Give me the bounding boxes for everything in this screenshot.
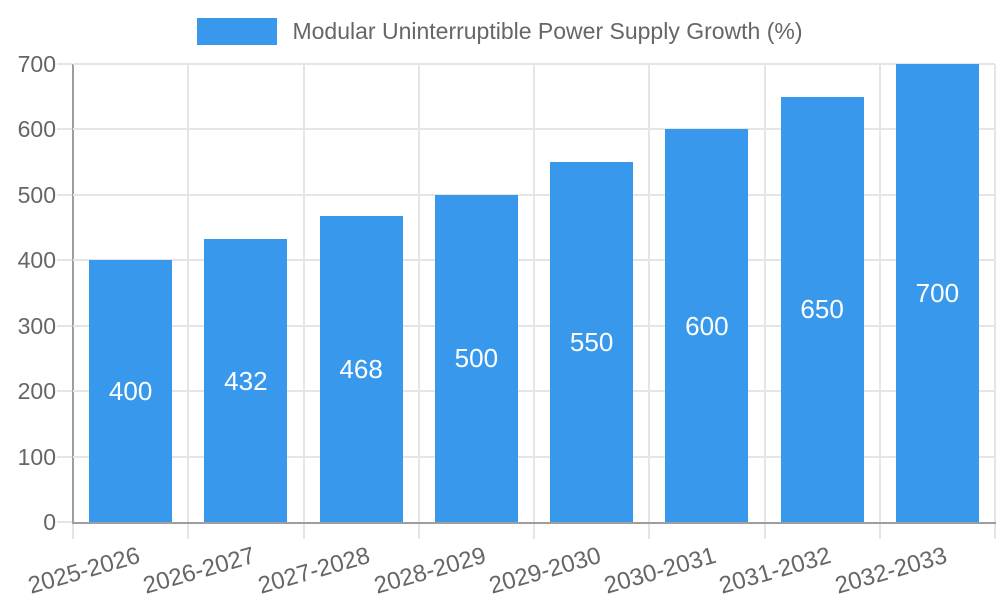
x-axis-tick (417, 524, 420, 539)
bar-value-label: 468 (339, 353, 383, 384)
y-axis-tick (57, 390, 72, 393)
x-axis-line (72, 522, 996, 524)
y-axis-tick-label: 0 (43, 509, 56, 535)
x-gridline (302, 64, 305, 522)
y-axis-tick-label: 200 (17, 378, 56, 405)
legend-item[interactable]: Modular Uninterruptible Power Supply Gro… (197, 17, 803, 45)
x-axis-tick (72, 524, 74, 539)
y-axis-tick-label: 400 (17, 247, 56, 274)
bar-value-label: 600 (685, 310, 729, 341)
x-axis-tick (187, 524, 190, 539)
x-axis-category-label: 2028-2029 (370, 542, 489, 600)
bar[interactable] (319, 215, 403, 522)
bar-value-label: 700 (915, 278, 960, 308)
y-axis-tick-label: 500 (17, 181, 56, 208)
x-axis-tick (533, 524, 535, 539)
x-axis-tick (878, 524, 881, 539)
x-axis-category-label: 2031-2032 (716, 542, 835, 600)
x-axis-category-label: 2026-2027 (140, 542, 259, 600)
bar[interactable] (550, 162, 634, 522)
bar-value-label: 650 (800, 294, 844, 325)
x-axis-category-label: 2032-2033 (831, 542, 950, 600)
x-axis-category-label: 2029-2030 (486, 542, 604, 600)
x-gridline (648, 64, 651, 522)
bar[interactable] (895, 64, 979, 522)
x-gridline (994, 64, 996, 522)
bar-value-label: 432 (224, 365, 268, 396)
bar[interactable] (89, 260, 173, 522)
legend-swatch-icon (197, 17, 278, 45)
bar-value-label: 500 (454, 343, 499, 374)
y-axis-tick (57, 521, 72, 523)
bar-value-label: 400 (108, 376, 153, 407)
bar[interactable] (204, 239, 288, 522)
x-axis-category-label: 2025-2026 (25, 542, 143, 600)
x-gridline (878, 64, 881, 522)
x-axis-tick (302, 524, 305, 539)
x-gridline (187, 64, 190, 522)
y-axis-tick (57, 128, 72, 131)
y-axis-tick (57, 259, 72, 262)
y-axis-tick-label: 700 (17, 51, 56, 77)
x-gridline (763, 64, 766, 522)
y-axis-tick (57, 193, 72, 196)
bar[interactable] (665, 129, 749, 522)
y-axis-tick-label: 300 (17, 312, 56, 339)
y-axis-tick (57, 455, 72, 458)
x-axis-tick (763, 524, 766, 539)
bar[interactable] (434, 194, 518, 522)
x-axis-tick (994, 524, 996, 539)
x-gridline (417, 64, 420, 522)
y-axis-line (72, 64, 74, 524)
y-axis-tick (57, 63, 72, 65)
bar-value-label: 550 (569, 327, 614, 358)
x-axis-category-label: 2030-2031 (601, 542, 720, 600)
y-axis-tick (57, 324, 72, 327)
legend-label: Modular Uninterruptible Power Supply Gro… (292, 17, 803, 44)
legend: Modular Uninterruptible Power Supply Gro… (0, 15, 1000, 47)
x-axis-category-label: 2027-2028 (255, 542, 374, 600)
bar[interactable] (780, 96, 864, 522)
x-axis-tick (648, 524, 651, 539)
y-axis-tick-label: 600 (17, 116, 56, 143)
y-axis-tick-label: 100 (17, 443, 56, 470)
x-gridline (533, 64, 535, 522)
